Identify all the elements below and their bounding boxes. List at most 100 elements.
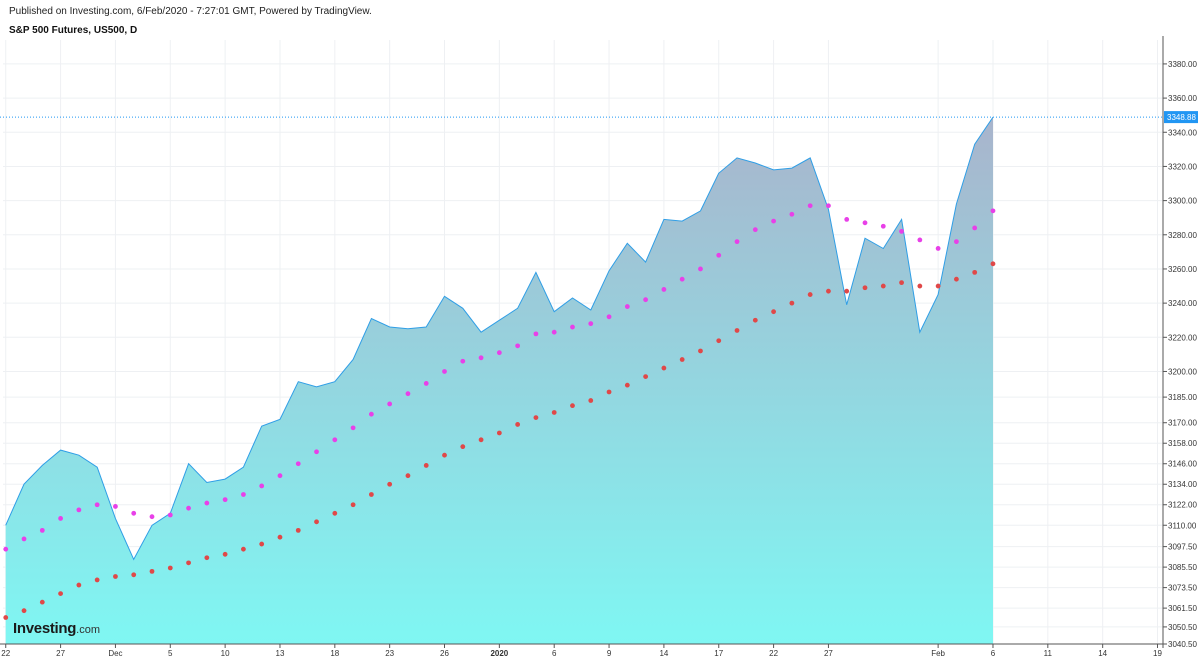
sar-upper-dot	[826, 203, 831, 209]
sar-lower-dot	[899, 280, 904, 286]
sar-upper-dot	[606, 314, 612, 320]
sar-upper-dot	[588, 321, 594, 327]
sar-upper-dot	[496, 350, 502, 356]
sar-lower-dot	[496, 430, 502, 436]
sar-lower-dot	[222, 551, 228, 557]
last-price-badge-bg	[1164, 111, 1198, 124]
sar-lower-dot	[752, 317, 758, 323]
x-tick-label: 27	[824, 649, 833, 658]
sar-lower-dot	[844, 288, 850, 294]
sar-lower-dot	[734, 328, 740, 333]
sar-lower-dot	[21, 608, 27, 614]
sar-lower-dot	[990, 261, 996, 267]
sar-lower-dot	[789, 300, 795, 306]
sar-upper-dot	[39, 527, 45, 533]
x-tick-label: 2020	[490, 649, 508, 658]
y-tick-label: 3280.00	[1168, 231, 1197, 240]
sar-lower-dot	[113, 574, 118, 579]
sar-upper-dot	[624, 304, 630, 309]
sar-lower-dot	[259, 541, 265, 547]
y-tick-label: 3097.50	[1168, 543, 1197, 552]
sar-upper-dot	[661, 287, 667, 292]
sar-lower-dot	[679, 357, 685, 362]
sar-lower-dot	[368, 492, 374, 497]
y-axis[interactable]: 3040.50 3050.50 3061.50 3073.50 3085.50 3097.…	[1162, 36, 1198, 649]
sar-lower-dot	[533, 415, 539, 421]
chart-header: Published on Investing.com, 6/Feb/2020 -…	[9, 5, 372, 38]
sar-upper-dot	[350, 425, 356, 431]
sar-lower-dot	[314, 519, 319, 525]
investing-logo: Investing.com	[13, 620, 100, 637]
y-tick-label: 3170.00	[1168, 419, 1197, 428]
sar-lower-dot	[771, 309, 776, 315]
sar-lower-dot	[588, 398, 594, 403]
y-tick-label: 3146.00	[1168, 460, 1197, 469]
y-tick-label: 3050.50	[1168, 623, 1197, 632]
sar-upper-dot	[515, 343, 521, 349]
sar-lower-dot	[423, 463, 429, 468]
last-price-badge-label: 3348.88	[1167, 113, 1196, 122]
sar-upper-dot	[149, 514, 155, 520]
sar-lower-dot	[332, 510, 338, 516]
sar-lower-dot	[277, 534, 283, 540]
sar-upper-dot	[899, 228, 904, 234]
sar-upper-dot	[935, 246, 941, 251]
sar-upper-dot	[167, 512, 173, 518]
x-tick-label: 10	[221, 649, 230, 658]
y-tick-label: 3134.00	[1168, 480, 1197, 489]
x-tick-label: 6	[552, 649, 557, 658]
sar-upper-dot	[844, 217, 850, 222]
y-tick-label: 3085.50	[1168, 563, 1197, 572]
sar-upper-dot	[368, 411, 374, 417]
x-tick-label: 18	[330, 649, 339, 658]
x-tick-label: 26	[440, 649, 449, 658]
logo-brand: Investing	[13, 620, 77, 637]
sar-lower-dot	[350, 502, 356, 508]
sar-lower-dot	[661, 365, 667, 371]
y-tick-label: 3110.00	[1168, 521, 1197, 530]
sar-lower-dot	[935, 283, 941, 289]
sar-upper-dot	[314, 449, 319, 455]
sar-lower-dot	[167, 565, 173, 571]
x-tick-label: 6	[991, 649, 996, 658]
x-tick-label: 17	[714, 649, 723, 658]
sar-lower-dot	[551, 410, 557, 415]
sar-lower-dot	[570, 403, 575, 409]
y-tick-label: 3340.00	[1168, 128, 1197, 137]
sar-lower-dot	[972, 269, 978, 275]
y-tick-label: 3240.00	[1168, 299, 1197, 308]
x-tick-label: 13	[276, 649, 285, 658]
sar-upper-dot	[131, 510, 137, 516]
y-tick-label: 3040.50	[1168, 640, 1197, 649]
x-axis[interactable]: 22 27 Dec 5 10 13 18 23 26 2020 6 9 14 17 22 27 Feb 6 11 14…	[0, 643, 1163, 658]
logo-suffix: .com	[76, 624, 100, 636]
sar-upper-dot	[643, 297, 649, 303]
parabolic-sar-layer	[3, 203, 996, 620]
sar-upper-dot	[771, 218, 776, 224]
x-tick-label: 14	[1098, 649, 1107, 658]
sar-lower-dot	[149, 568, 155, 574]
sar-upper-dot	[94, 502, 100, 508]
sar-upper-dot	[679, 276, 685, 282]
sar-lower-dot	[241, 546, 246, 552]
x-tick-label: Feb	[931, 649, 945, 658]
sar-upper-dot	[734, 239, 740, 245]
y-tick-label: 3122.00	[1168, 501, 1197, 510]
sar-lower-dot	[826, 288, 831, 294]
sar-lower-dot	[880, 283, 886, 289]
sar-upper-dot	[972, 225, 978, 231]
sar-upper-dot	[990, 208, 996, 214]
sar-upper-dot	[222, 497, 228, 503]
y-tick-label: 3300.00	[1168, 197, 1197, 206]
sar-upper-dot	[533, 331, 539, 337]
y-tick-label: 3200.00	[1168, 367, 1197, 376]
sar-lower-dot	[405, 473, 411, 479]
y-tick-label: 3061.50	[1168, 604, 1197, 613]
y-tick-label: 3220.00	[1168, 333, 1197, 342]
sar-upper-dot	[917, 237, 923, 243]
sar-lower-dot	[76, 582, 82, 588]
sar-lower-dot	[478, 437, 484, 443]
sar-lower-dot	[515, 422, 521, 427]
x-tick-label: 22	[1, 649, 10, 658]
